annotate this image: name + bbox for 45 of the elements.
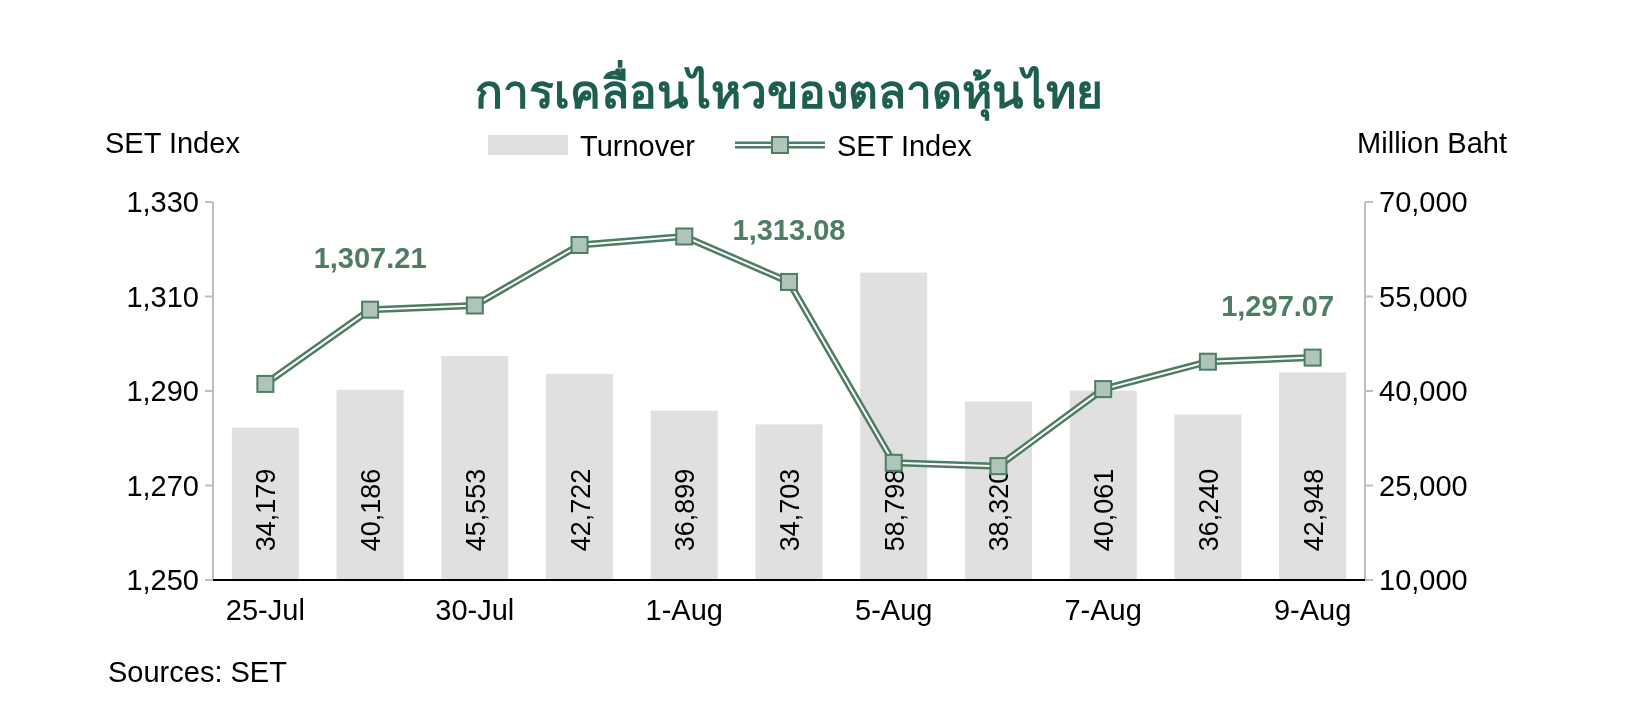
data-label: 36,240 [1193,468,1224,552]
y2-tick-label: 10,000 [1379,564,1468,596]
point [1303,348,1322,367]
x-tick-label: 9-Aug [1273,594,1352,626]
data-label: 42,948 [1298,468,1329,552]
y-tick-label: 1,250 [126,564,199,596]
y-tick-label: 1,270 [126,469,199,502]
data-label: 45,553 [460,468,491,552]
data-label: 1,307.21 [313,241,427,274]
y-tick-label: 1,290 [126,375,199,407]
point [361,300,380,319]
point [570,236,589,254]
data-label: 36,899 [670,468,701,552]
data-label: 34,703 [775,468,805,552]
point [1198,352,1217,371]
data-label: 40,186 [356,468,387,552]
y2-tick-label: 25,000 [1379,469,1468,502]
x-tick-label: 5-Aug [855,594,933,626]
chart-title: การเคลื่อนไหวของตลาดหุ้นไทย [475,60,1103,121]
point [780,272,798,291]
data-label: 40,061 [1089,468,1120,552]
y2-tick-label: 70,000 [1379,186,1468,218]
point [1094,380,1113,399]
point [884,453,903,472]
point [465,296,484,315]
y-tick-label: 1,330 [126,186,199,218]
x-tick-label: 7-Aug [1064,594,1142,626]
data-label: 1,313.08 [732,213,846,246]
source-note: Sources: SET [108,656,288,688]
point [256,374,275,393]
point [675,227,694,246]
data-label: 1,297.07 [1221,289,1335,322]
y2-tick-label: 40,000 [1379,375,1468,407]
legend-label: Turnover [580,130,696,162]
y-axis-title: SET Index [105,127,241,159]
legend-label: SET Index [836,130,973,162]
x-tick-label: 30-Jul [435,594,515,626]
x-tick-label: 25-Jul [225,594,305,626]
x-tick-label: 1-Aug [645,594,723,626]
data-label: 58,798 [879,468,910,552]
y2-axis-title: Million Baht [1357,127,1507,159]
y2-tick-label: 55,000 [1379,280,1468,313]
data-label: 42,722 [565,468,596,552]
y-tick-label: 1,310 [126,280,199,313]
data-label: 34,179 [251,468,282,552]
